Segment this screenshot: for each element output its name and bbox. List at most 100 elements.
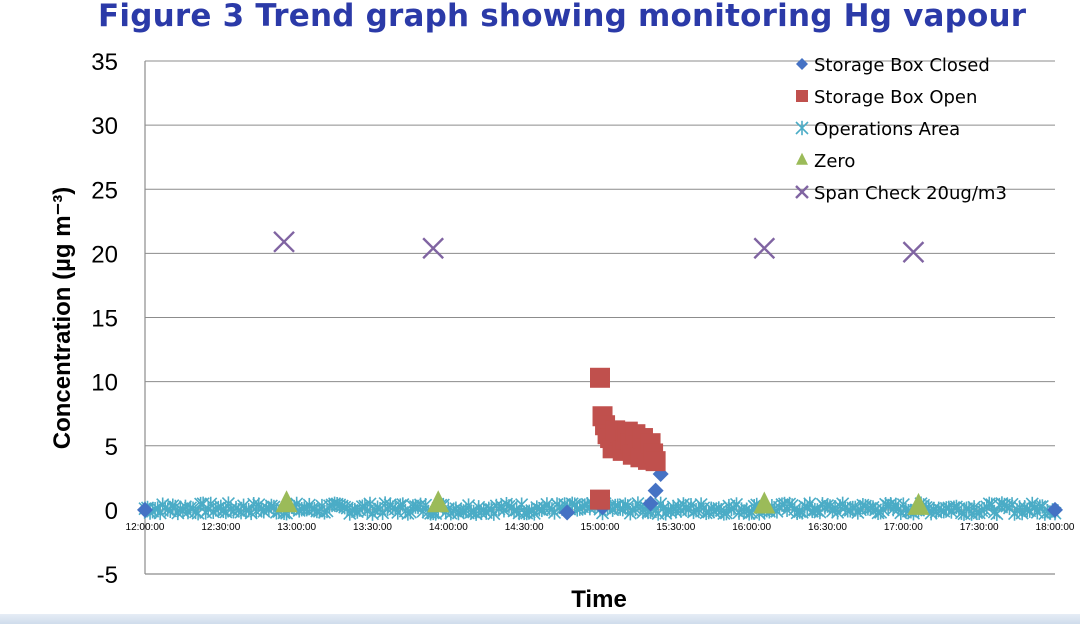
- data-point: [1047, 501, 1063, 518]
- diamond-marker: [559, 504, 576, 521]
- triangle-marker: [907, 492, 930, 515]
- data-point: [137, 501, 153, 518]
- x-tick-label: 17:30:00: [960, 522, 999, 533]
- x-axis-label: Time: [571, 586, 627, 613]
- y-tick-label: -5: [97, 562, 118, 589]
- diamond-marker: [796, 58, 808, 70]
- legend-entry: Operations Area: [795, 119, 960, 140]
- data-point: [647, 482, 664, 499]
- x-marker-stroke: [422, 237, 445, 260]
- operations-area-point: [1005, 497, 1019, 512]
- operations-area-point: [252, 497, 266, 512]
- x-tick-label: 13:00:00: [277, 522, 316, 533]
- x-marker-stroke: [753, 237, 776, 260]
- x-marker-stroke: [795, 185, 809, 199]
- data-point: [753, 237, 776, 260]
- legend-marker: [796, 90, 808, 102]
- triangle-marker: [753, 491, 776, 514]
- operations-area-point: [863, 501, 878, 516]
- series-zero: [275, 490, 930, 515]
- x-marker-stroke: [902, 241, 925, 263]
- x-tick-label: 17:00:00: [884, 522, 923, 533]
- data-point: [902, 241, 925, 263]
- legend-label: Span Check 20ug/m3: [814, 183, 1007, 204]
- y-tick-label: 35: [91, 49, 118, 76]
- x-tick-label: 16:00:00: [732, 522, 771, 533]
- operations-area-point: [464, 505, 478, 520]
- diamond-marker: [137, 501, 153, 518]
- data-point: [590, 489, 610, 510]
- square-marker: [590, 489, 610, 510]
- operations-area-point: [216, 503, 230, 519]
- operations-area-point: [626, 502, 640, 518]
- legend: Storage Box Closed Storage Box Open Operat…: [795, 55, 1007, 204]
- triangle-marker: [427, 490, 450, 513]
- operations-area-point: [1033, 499, 1047, 514]
- data-point: [559, 504, 576, 521]
- legend-label: Storage Box Closed: [814, 55, 990, 76]
- y-axis: -5 0 5 10 15 20 25 30 35: [91, 49, 146, 589]
- legend-label: Operations Area: [814, 119, 960, 140]
- y-tick-label: 15: [91, 306, 118, 333]
- series-operations-area: [138, 496, 1062, 521]
- legend-entry: Span Check 20ug/m3: [795, 183, 1007, 204]
- operations-area-point: [257, 504, 271, 519]
- plot-area: [137, 230, 1063, 521]
- legend-entry: Storage Box Closed: [796, 55, 990, 76]
- operations-area-point: [194, 496, 208, 512]
- legend-marker: [796, 58, 808, 70]
- data-point: [590, 367, 610, 388]
- triangle-marker: [796, 152, 808, 165]
- x-axis: 12:00:00 12:30:00 13:00:00 13:30:00 14:00:00…: [126, 522, 1075, 575]
- data-point: [273, 230, 295, 253]
- chart-title: Figure 3 Trend graph showing monitoring …: [98, 0, 1027, 34]
- y-tick-label: 20: [91, 241, 118, 268]
- x-tick-label: 18:00:00: [1036, 522, 1075, 533]
- legend-marker: [795, 120, 809, 136]
- square-marker: [590, 367, 610, 388]
- y-tick-label: 25: [91, 177, 118, 204]
- operations-area-point: [171, 505, 185, 521]
- legend-marker: [795, 185, 809, 199]
- x-tick-label: 14:30:00: [505, 522, 544, 533]
- x-tick-label: 12:00:00: [126, 522, 165, 533]
- x-marker-stroke: [273, 230, 295, 253]
- x-tick-label: 14:00:00: [429, 522, 468, 533]
- y-axis-label: Concentration (µg m⁻³): [49, 187, 76, 449]
- operations-area-point: [201, 501, 215, 517]
- operations-area-point: [338, 499, 352, 515]
- legend-label: Zero: [814, 151, 855, 172]
- x-tick-label: 12:30:00: [201, 522, 240, 533]
- diamond-marker: [647, 482, 664, 499]
- y-tick-label: 0: [105, 498, 118, 525]
- series-span-check-20ug-m3: [273, 230, 925, 263]
- triangle-marker: [275, 490, 298, 513]
- y-tick-label: 5: [105, 434, 118, 461]
- data-point: [642, 495, 659, 512]
- y-tick-label: 10: [91, 370, 118, 397]
- square-marker: [645, 451, 666, 472]
- operations-area-point: [717, 506, 731, 521]
- operations-area-point: [785, 498, 799, 513]
- data-point: [907, 492, 930, 515]
- data-point: [275, 490, 298, 513]
- legend-label: Storage Box Open: [814, 87, 977, 108]
- square-marker: [796, 90, 808, 102]
- x-tick-label: 16:30:00: [808, 522, 847, 533]
- legend-entry: Storage Box Open: [796, 87, 977, 108]
- data-point: [645, 451, 666, 472]
- x-tick-label: 15:30:00: [656, 522, 695, 533]
- y-tick-label: 30: [91, 113, 118, 140]
- diamond-marker: [1047, 501, 1063, 518]
- x-tick-label: 15:00:00: [581, 522, 620, 533]
- operations-area-point: [472, 500, 486, 515]
- x-tick-label: 13:30:00: [353, 522, 392, 533]
- legend-marker: [796, 152, 808, 165]
- legend-entry: Zero: [796, 151, 855, 172]
- data-point: [753, 491, 776, 514]
- series-storage-box-open: [590, 367, 666, 510]
- footer-band: [0, 614, 1080, 624]
- data-point: [427, 490, 450, 513]
- operations-area-point: [264, 498, 278, 514]
